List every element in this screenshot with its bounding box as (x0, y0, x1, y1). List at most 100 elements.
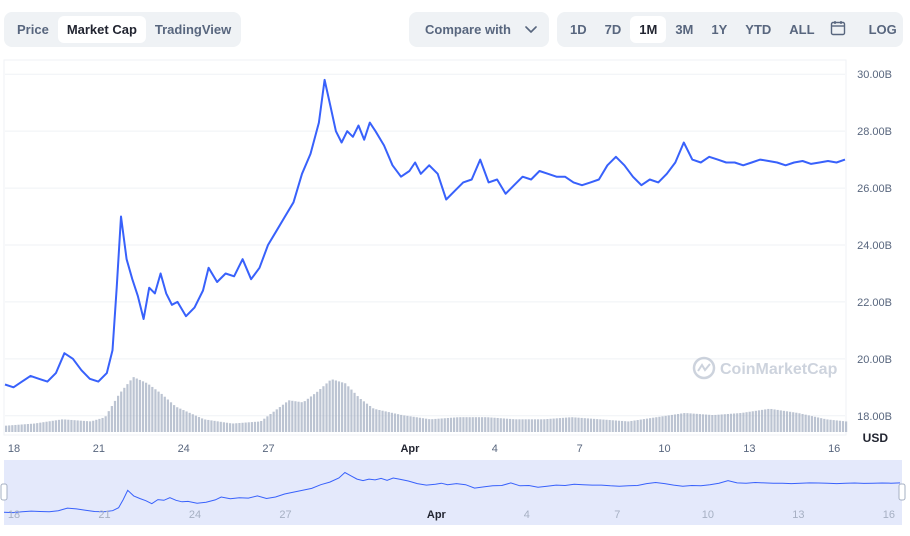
volume-bar (272, 411, 275, 432)
volume-bar (281, 404, 285, 432)
volume-bar (499, 418, 502, 432)
range-1m-button[interactable]: 1M (630, 16, 667, 43)
volume-bar (838, 420, 841, 432)
volume-bar (216, 421, 219, 432)
volume-bar (695, 413, 698, 432)
volume-bar (810, 416, 813, 432)
volume-bar (107, 411, 110, 432)
volume-bar (415, 417, 418, 432)
navigator-left-handle[interactable] (0, 483, 8, 501)
volume-bar (381, 410, 384, 432)
volume-bar (431, 419, 434, 432)
volume-bar (393, 413, 397, 432)
volume-bar (795, 412, 798, 432)
volume-bar (754, 410, 757, 432)
volume-bar (443, 418, 446, 432)
plot-area-border (3, 59, 847, 436)
volume-bar (57, 419, 61, 432)
watermark-text: CoinMarketCap (720, 361, 838, 378)
volume-bar (770, 408, 773, 432)
volume-bar (5, 425, 8, 432)
volume-bar (689, 413, 692, 432)
volume-bar (8, 425, 11, 432)
range-1d-button[interactable]: 1D (570, 22, 587, 37)
volume-bar (677, 413, 680, 432)
chart-type-group: Price Market Cap TradingView (4, 12, 241, 47)
volume-bar (593, 418, 596, 432)
volume-bar (543, 419, 546, 432)
volume-bar (757, 410, 761, 432)
calendar-button[interactable] (824, 16, 852, 43)
navigator-x-tick-label: 24 (189, 509, 201, 521)
volume-bar (297, 401, 300, 432)
volume-bar (845, 421, 848, 432)
volume-bar (17, 424, 20, 432)
volume-bar (667, 415, 670, 432)
volume-bar (369, 405, 372, 432)
market-cap-tab[interactable]: Market Cap (57, 16, 146, 43)
navigator-x-tick-label: 18 (8, 509, 20, 521)
log-toggle-button[interactable]: LOG (868, 22, 897, 37)
volume-bar (826, 419, 829, 432)
volume-bar (477, 417, 481, 432)
volume-bar (82, 420, 85, 432)
volume-bar (602, 419, 605, 432)
navigator-x-tick-label: 27 (279, 509, 291, 521)
volume-bar (300, 402, 303, 432)
volume-bar (250, 422, 253, 432)
volume-bar (571, 417, 574, 432)
volume-bar (151, 386, 154, 432)
volume-bar (132, 377, 135, 432)
volume-bar (313, 394, 316, 432)
navigator-x-tick-label: Apr (427, 509, 447, 521)
volume-bar (325, 383, 328, 432)
volume-bar (792, 412, 795, 432)
range-7d-button[interactable]: 7D (604, 22, 622, 37)
volume-bar (736, 413, 739, 432)
volume-bar (611, 420, 614, 432)
volume-bar (782, 410, 785, 432)
volume-bar (546, 419, 549, 432)
volume-bar (145, 382, 148, 432)
volume-bar (350, 389, 353, 432)
x-tick-label: 13 (743, 443, 755, 455)
volume-bar (247, 422, 250, 432)
volume-bar (574, 417, 577, 432)
volume-bar (655, 417, 658, 432)
volume-bar (344, 383, 347, 432)
volume-bar (98, 418, 101, 432)
price-tab[interactable]: Price (17, 22, 49, 37)
volume-bar (257, 421, 260, 432)
volume-bar (163, 396, 166, 432)
volume-bar (425, 418, 428, 432)
navigator-right-handle[interactable] (898, 483, 906, 501)
volume-bar (487, 417, 490, 432)
volume-bar (266, 416, 269, 432)
tradingview-tab[interactable]: TradingView (154, 22, 232, 37)
volume-bar (135, 378, 138, 432)
volume-bar (397, 414, 400, 432)
volume-bar (683, 413, 686, 432)
volume-bar (306, 398, 309, 432)
range-ytd-button[interactable]: YTD (745, 22, 772, 37)
volume-bar (104, 416, 107, 432)
volume-bar (403, 415, 406, 432)
compare-dropdown[interactable]: Compare with (409, 12, 549, 47)
range-all-button[interactable]: ALL (789, 22, 815, 37)
range-1y-button[interactable]: 1Y (711, 22, 728, 37)
volume-bar (817, 417, 820, 432)
volume-bar (764, 409, 767, 432)
x-tick-label: 10 (658, 443, 670, 455)
volume-bar (67, 419, 70, 432)
navigator-line (3, 471, 901, 514)
volume-bar (400, 414, 403, 432)
volume-bar (465, 417, 468, 432)
volume-bar (552, 418, 555, 432)
volume-bar (253, 421, 257, 432)
volume-bar (182, 410, 185, 432)
y-tick-label: 26.00B (857, 183, 892, 195)
volume-bar (110, 406, 113, 432)
range-3m-button[interactable]: 3M (675, 22, 694, 37)
volume-bar (129, 380, 132, 432)
